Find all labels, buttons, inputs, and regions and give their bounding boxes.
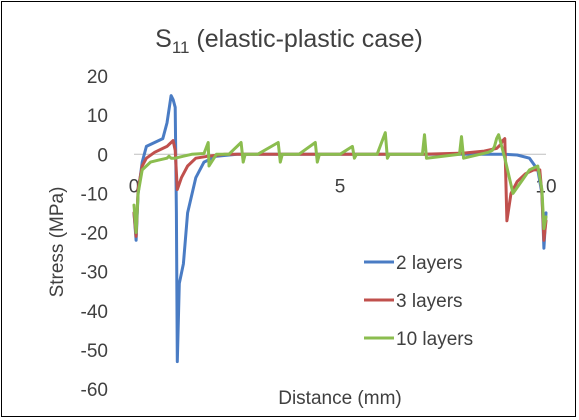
legend-label: 3 layers (396, 291, 463, 312)
y-tick-label: -60 (81, 380, 108, 401)
chart-title-rest: (elastic-plastic case) (189, 25, 422, 53)
y-tick-label: 0 (97, 145, 108, 166)
svg-text:S11 (elastic-plastic case): S11 (elastic-plastic case) (155, 25, 423, 57)
y-axis-tick-labels: 20 10 0 -10 -20 -30 -40 -50 -60 (81, 67, 108, 401)
x-axis-title: Distance (mm) (278, 388, 402, 409)
series-line-10-layers (132, 131, 548, 234)
legend-label: 10 layers (396, 329, 473, 350)
chart-title: S11 (elastic-plastic case) (155, 25, 423, 57)
legend: 2 layers 3 layers 10 layers (364, 253, 473, 350)
y-tick-label: -30 (81, 263, 108, 284)
y-tick-label: -10 (81, 184, 108, 205)
chart-title-subscript: 11 (172, 38, 190, 57)
legend-label: 2 layers (396, 253, 463, 274)
y-tick-label: -50 (81, 341, 108, 362)
y-tick-label: 20 (87, 67, 108, 88)
y-axis-title: Stress (MPa) (47, 187, 68, 298)
series-lines (132, 94, 548, 364)
x-tick-label: 0 (129, 176, 140, 197)
series-line-2-layers (132, 94, 548, 364)
y-tick-label: -20 (81, 224, 108, 245)
y-tick-label: 10 (87, 106, 108, 127)
x-tick-label: 5 (335, 176, 346, 197)
chart-title-main: S (155, 25, 172, 53)
y-tick-label: -40 (81, 302, 108, 323)
